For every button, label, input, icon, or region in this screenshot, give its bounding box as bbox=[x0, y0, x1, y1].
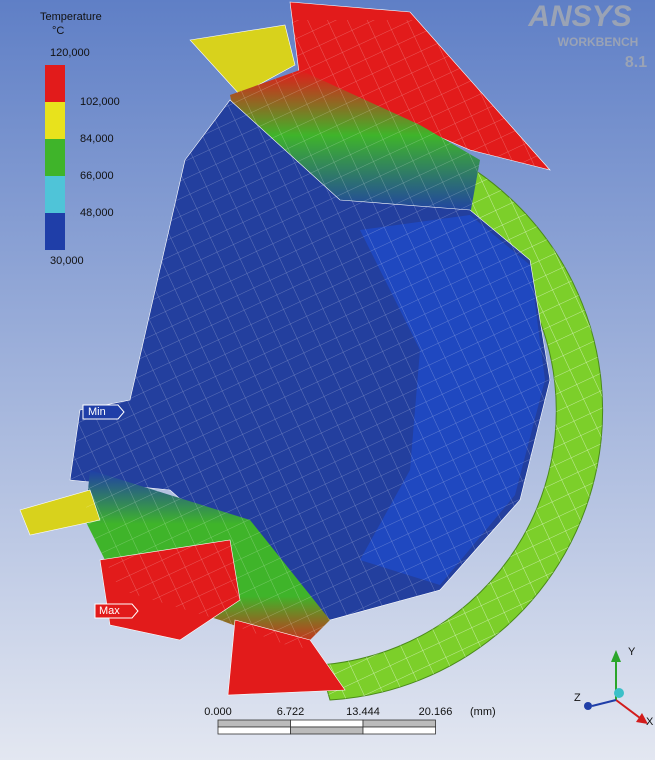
scale-unit: (mm) bbox=[470, 706, 496, 718]
branding: ANSYS WORKBENCH 8.1 bbox=[527, 0, 647, 71]
scale-segment bbox=[217, 726, 291, 735]
scale-segment bbox=[362, 719, 436, 728]
scale-tick-label: 0.000 bbox=[204, 706, 232, 718]
scale-segment bbox=[362, 726, 436, 735]
legend-band bbox=[45, 139, 65, 176]
scale-tick-label: 13.444 bbox=[346, 706, 380, 718]
model bbox=[19, 1, 604, 701]
scale-bar: (mm) 0.000 6.722 13.444 20.166 bbox=[204, 706, 496, 735]
product-logo: ANSYS bbox=[527, 0, 631, 33]
legend-level: 102,000 bbox=[80, 96, 120, 108]
legend-title: Temperature bbox=[40, 11, 102, 23]
scale-segment bbox=[290, 719, 364, 728]
legend-level: 48,000 bbox=[80, 207, 114, 219]
scale-segment bbox=[290, 726, 364, 735]
scale-segment bbox=[217, 719, 291, 728]
min-label: Min bbox=[88, 406, 106, 418]
scale-tick-label: 6.722 bbox=[277, 706, 305, 718]
legend-band bbox=[45, 65, 65, 102]
legend-level: 30,000 bbox=[50, 255, 84, 267]
edition: WORKBENCH bbox=[558, 35, 639, 49]
axis-y: Y bbox=[628, 646, 636, 658]
axis-triad: Y Z X bbox=[574, 646, 654, 728]
legend: Temperature °C 120,000 102,000 84,000 66,00… bbox=[40, 11, 120, 267]
legend-unit: °C bbox=[52, 25, 64, 37]
legend-level: 120,000 bbox=[50, 47, 90, 59]
min-probe: Min bbox=[82, 404, 125, 420]
legend-level: 66,000 bbox=[80, 170, 114, 182]
legend-band bbox=[45, 102, 65, 139]
legend-level: 84,000 bbox=[80, 133, 114, 145]
scale-tick-label: 20.166 bbox=[419, 706, 453, 718]
legend-band bbox=[45, 213, 65, 250]
max-probe: Max bbox=[94, 603, 139, 619]
axis-x: X bbox=[646, 716, 654, 728]
version: 8.1 bbox=[625, 54, 647, 71]
max-label: Max bbox=[99, 605, 120, 617]
axis-z: Z bbox=[574, 692, 581, 704]
legend-band bbox=[45, 176, 65, 213]
